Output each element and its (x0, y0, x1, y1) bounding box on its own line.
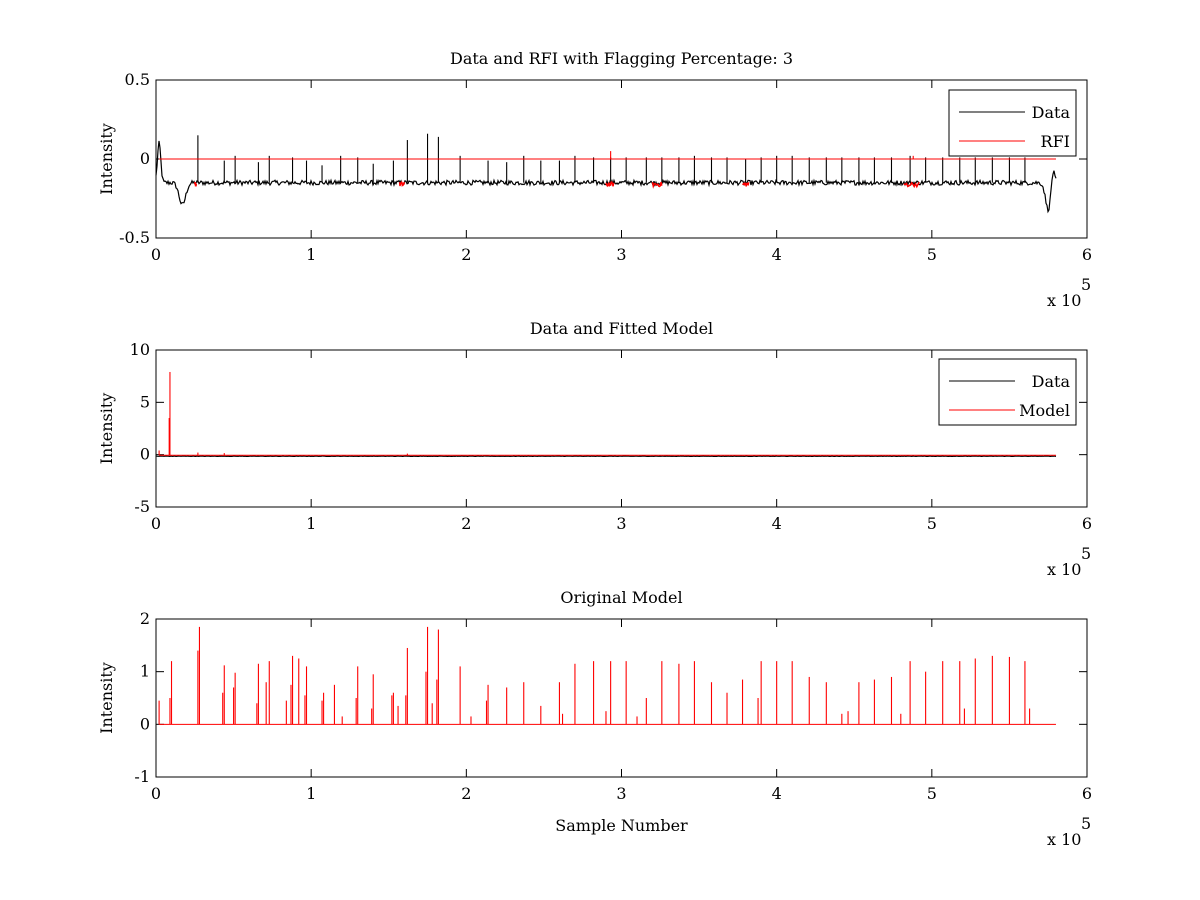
rfi-region (398, 181, 406, 188)
y-tick-label: -5 (134, 497, 150, 516)
x-tick-label: 4 (772, 784, 782, 803)
x-exponent-base: x 10 (1047, 291, 1081, 310)
y-tick-label: 0 (140, 714, 150, 733)
y-axis-label: Intensity (97, 123, 116, 195)
rfi-region (741, 182, 750, 187)
x-tick-label: 4 (772, 514, 782, 533)
series-data (155, 133, 1057, 214)
y-tick-label: 5 (140, 392, 150, 411)
y-tick-label: 2 (140, 609, 150, 628)
legend-box (948, 89, 1077, 157)
x-tick-label: 2 (461, 245, 471, 264)
x-tick-label: 5 (927, 784, 937, 803)
chart-title: Data and Fitted Model (530, 319, 713, 338)
x-exponent-base: x 10 (1047, 560, 1081, 579)
axes-box (155, 618, 1088, 778)
x-tick-label: 1 (306, 245, 316, 264)
x-exponent-power: 5 (1081, 544, 1091, 563)
x-tick-label: 2 (461, 784, 471, 803)
rfi-region (605, 181, 615, 188)
series-model (158, 371, 1056, 456)
y-tick-label: -1 (134, 767, 150, 786)
x-tick-label: 6 (1082, 514, 1092, 533)
y-tick-label: 0.5 (125, 70, 150, 89)
rfi-region (903, 181, 920, 189)
series-line (155, 140, 1057, 214)
x-tick-label: 3 (616, 784, 626, 803)
x-tick-label: 4 (772, 245, 782, 264)
x-tick-label: 3 (616, 245, 626, 264)
x-tick-label: 2 (461, 514, 471, 533)
legend-label: Model (1019, 401, 1070, 420)
y-axis-label: Intensity (97, 393, 116, 465)
x-tick-label: 6 (1082, 245, 1092, 264)
chart-title: Original Model (560, 588, 682, 607)
legend: Data RFI (948, 89, 1077, 157)
legend-box (938, 358, 1077, 426)
x-exponent-power: 5 (1081, 814, 1091, 833)
x-tick-label: 5 (927, 245, 937, 264)
x-exponent-power: 5 (1081, 275, 1091, 294)
x-tick-label: 0 (151, 245, 161, 264)
legend-label: Data (1032, 103, 1071, 122)
y-axis-label: Intensity (97, 662, 116, 734)
rfi-region (194, 182, 198, 187)
subplot-1: Data and RFI with Flagging Percentage: 3… (97, 49, 1092, 310)
x-tick-label: 0 (151, 784, 161, 803)
legend-label: RFI (1041, 132, 1070, 151)
y-tick-label: 0 (140, 445, 150, 464)
x-tick-label: 0 (151, 514, 161, 533)
x-exponent-base: x 10 (1047, 830, 1081, 849)
series-rfi (159, 151, 1056, 189)
x-axis-label: Sample Number (555, 816, 688, 835)
chart-title: Data and RFI with Flagging Percentage: 3 (450, 49, 793, 68)
y-tick-label: -0.5 (119, 228, 150, 247)
y-tick-label: 10 (130, 340, 150, 359)
y-tick-label: 1 (140, 662, 150, 681)
rfi-region (651, 181, 663, 189)
x-tick-label: 6 (1082, 784, 1092, 803)
x-tick-label: 5 (927, 514, 937, 533)
y-tick-label: 0 (140, 149, 150, 168)
legend: Data Model (938, 358, 1077, 426)
x-tick-label: 3 (616, 514, 626, 533)
x-tick-label: 1 (306, 784, 316, 803)
legend-label: Data (1032, 372, 1071, 391)
series-model (158, 626, 1056, 725)
x-tick-label: 1 (306, 514, 316, 533)
